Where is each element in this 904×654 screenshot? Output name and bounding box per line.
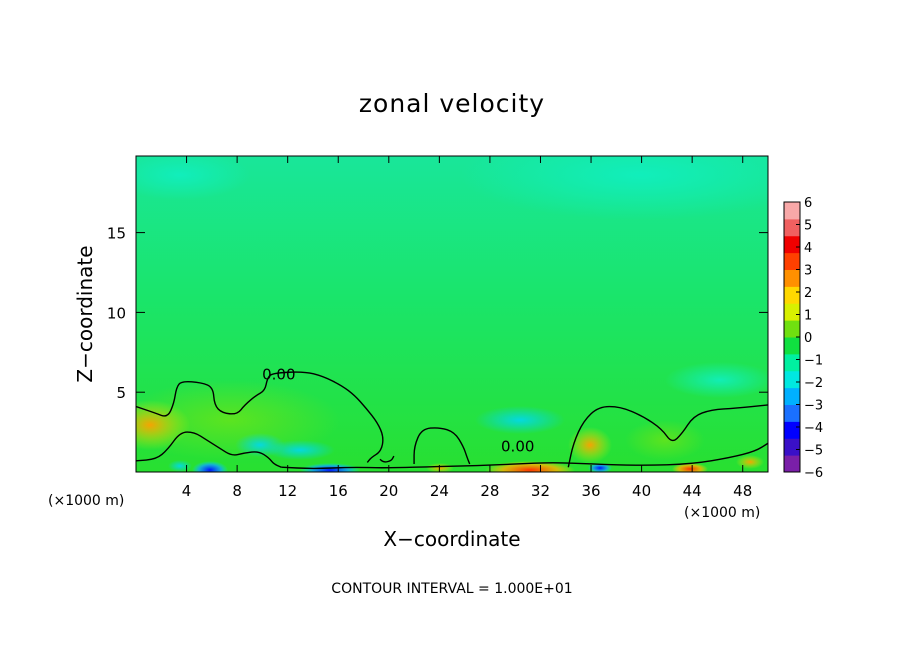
colorbar-swatch xyxy=(784,269,800,287)
y-axis-ticks: 5 10 15 xyxy=(107,225,768,402)
x-tick-label: 4 xyxy=(182,482,192,500)
x-tick-label: 20 xyxy=(379,482,398,500)
y-axis-label: Z−coordinate xyxy=(73,245,97,382)
colorbar-swatch xyxy=(784,404,800,422)
contour-line-contour-zero-lower xyxy=(136,431,282,468)
colorbar: 6 5 4 3 2 1 0 −1 −2 −3 −4 −5 −6 xyxy=(783,196,823,481)
x-unit-left: (×1000 m) xyxy=(48,493,124,509)
colorbar-swatch xyxy=(784,337,800,355)
colorbar-swatch xyxy=(784,252,800,270)
colorbar-swatch xyxy=(784,303,800,321)
colorbar-tick-label: 6 xyxy=(804,196,812,211)
colorbar-tick-label: 0 xyxy=(804,331,812,346)
colorbar-swatch xyxy=(784,455,800,473)
contour-label: 0.00 xyxy=(262,366,295,384)
contour-lines xyxy=(136,371,768,470)
x-axis-label: X−coordinate xyxy=(383,527,520,551)
x-tick-label: 24 xyxy=(430,482,449,500)
contour-line-contour-zero-small xyxy=(379,455,395,463)
colorbar-swatch xyxy=(784,235,800,254)
colorbar-tick-label: 3 xyxy=(804,264,812,279)
colorbar-swatch xyxy=(784,353,800,372)
colorbar-swatch xyxy=(784,421,800,439)
x-tick-label: 36 xyxy=(581,482,600,500)
contour-line-contour-zero-main xyxy=(136,371,384,463)
x-tick-label: 40 xyxy=(632,482,651,500)
colorbar-tick-label: −2 xyxy=(804,376,823,391)
colorbar-tick-label: 1 xyxy=(804,309,812,324)
contour-line-contour-zero-right xyxy=(567,404,768,468)
colorbar-swatch xyxy=(784,202,800,220)
colorbar-tick-label: 2 xyxy=(804,286,812,301)
contour-label: 0.00 xyxy=(501,437,534,455)
x-tick-label: 32 xyxy=(531,482,550,500)
chart-title: zonal velocity xyxy=(359,89,545,118)
y-tick-label: 5 xyxy=(116,384,126,402)
colorbar-swatch xyxy=(784,218,800,237)
field-shading xyxy=(136,156,768,472)
colorbar-swatch xyxy=(784,387,800,405)
colorbar-tick-label: −6 xyxy=(804,466,823,481)
colorbar-tick-label: −4 xyxy=(804,421,823,436)
x-unit-right: (×1000 m) xyxy=(684,505,760,521)
contour-line-contour-zero-mid xyxy=(413,427,471,465)
y-tick-label: 15 xyxy=(107,225,126,243)
colorbar-tick-label: −5 xyxy=(804,444,823,459)
x-tick-label: 16 xyxy=(329,482,348,500)
contour-labels: 0.00 0.00 xyxy=(262,366,534,456)
x-tick-label: 48 xyxy=(733,482,752,500)
plot-frame xyxy=(135,155,769,473)
contour-interval-note: CONTOUR INTERVAL = 1.000E+01 xyxy=(331,581,572,597)
colorbar-tick-label: 5 xyxy=(804,219,812,234)
contour-line-contour-zero-floor xyxy=(281,442,768,470)
x-tick-label: 28 xyxy=(480,482,499,500)
x-tick-label: 8 xyxy=(232,482,242,500)
colorbar-tick-label: 4 xyxy=(804,241,812,256)
colorbar-tick-label: −1 xyxy=(804,354,823,369)
colorbar-swatch xyxy=(784,286,800,304)
plot-area xyxy=(136,156,768,472)
colorbar-tick-label: −3 xyxy=(804,399,823,414)
y-tick-label: 10 xyxy=(107,304,126,322)
x-axis-ticks: 4 8 12 16 20 24 28 32 36 40 44 48 xyxy=(182,156,752,500)
colorbar-swatch xyxy=(784,320,800,338)
colorbar-swatch xyxy=(784,438,800,456)
x-tick-label: 44 xyxy=(683,482,702,500)
colorbar-swatch xyxy=(784,370,800,389)
x-tick-label: 12 xyxy=(278,482,297,500)
